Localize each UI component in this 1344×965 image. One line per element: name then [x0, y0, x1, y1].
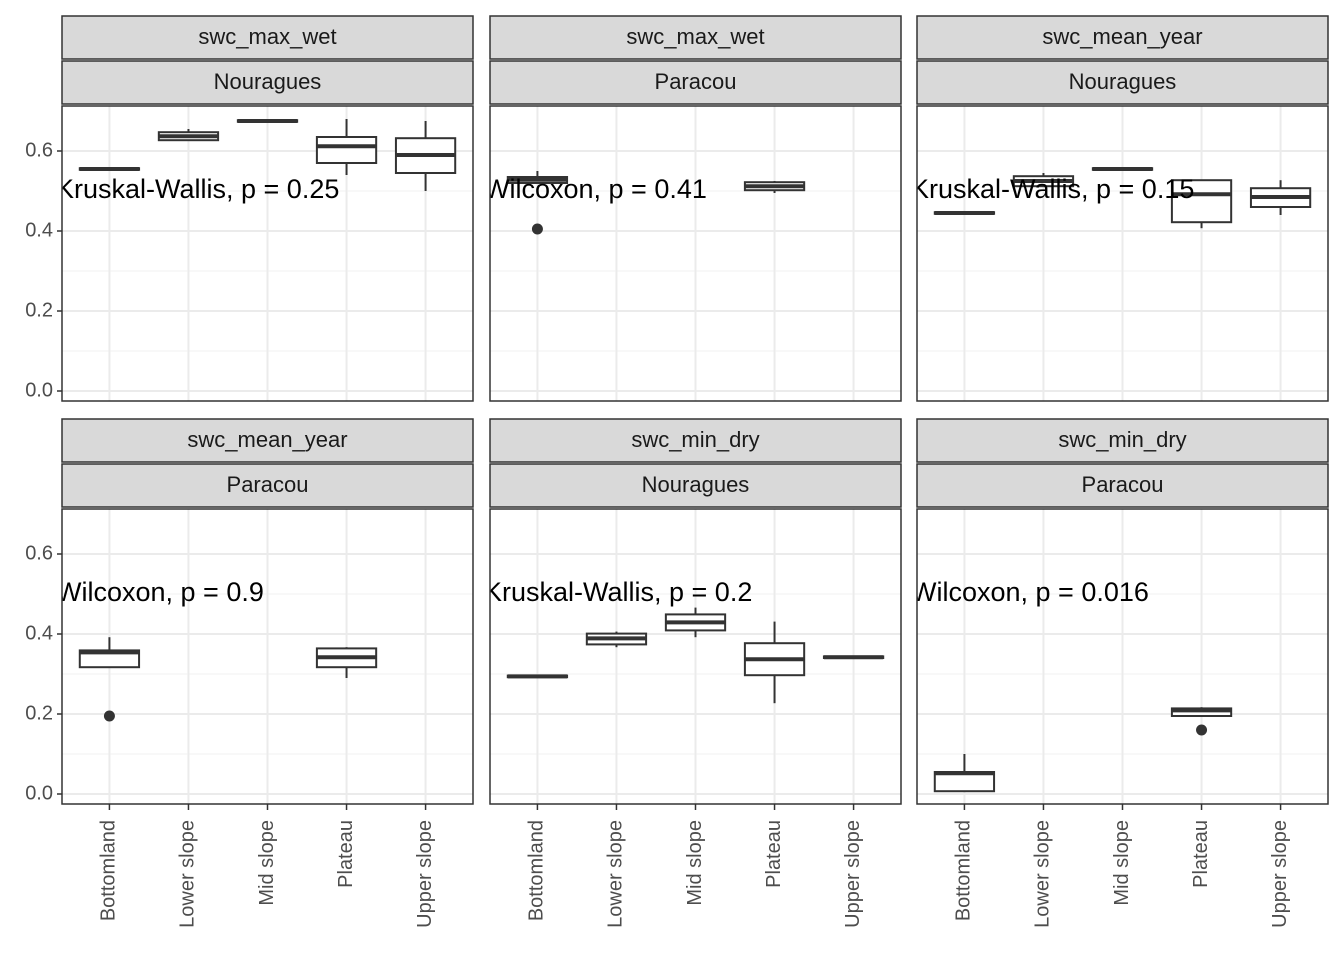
strip-label: swc_mean_year [1042, 24, 1202, 49]
outlier [1196, 724, 1208, 736]
box [1170, 179, 1233, 224]
strip-background [61, 15, 474, 60]
panel-border [61, 508, 474, 805]
annotation: Wilcoxon, p = 0.016 [911, 577, 1149, 607]
y-tick-label: 0.4 [25, 622, 53, 644]
strip-background [916, 60, 1329, 105]
strip-background [61, 463, 474, 508]
x-tick-label: Plateau [1190, 820, 1212, 888]
strip-background [916, 15, 1329, 60]
y-tick-label: 0.0 [25, 782, 53, 804]
y-tick-label: 0.0 [25, 379, 53, 401]
strip-label: Nouragues [1069, 69, 1177, 94]
annotation: Kruskal-Wallis, p = 0.25 [56, 174, 339, 204]
annotation: Kruskal-Wallis, p = 0.15 [911, 174, 1194, 204]
x-tick-label: Plateau [335, 820, 357, 888]
strip-background [489, 15, 902, 60]
annotation: Wilcoxon, p = 0.41 [484, 174, 707, 204]
y-tick-label: 0.4 [25, 219, 53, 241]
strip-label: swc_min_dry [1058, 427, 1186, 452]
strip-background [489, 418, 902, 463]
y-tick-label: 0.6 [25, 542, 53, 564]
strip-background [489, 60, 902, 105]
strip-background [489, 463, 902, 508]
x-tick-label: Upper slope [842, 820, 864, 928]
x-tick-label: Lower slope [605, 820, 627, 928]
strip-background [61, 60, 474, 105]
strip-background [916, 463, 1329, 508]
panel-border [489, 105, 902, 402]
x-tick-label: Mid slope [684, 820, 706, 906]
annotation: Kruskal-Wallis, p = 0.2 [484, 577, 752, 607]
strip-background [916, 418, 1329, 463]
strip-label: swc_max_wet [626, 24, 764, 49]
x-tick-label: Lower slope [177, 820, 199, 928]
annotation: Wilcoxon, p = 0.9 [56, 577, 264, 607]
strip-label: Paracou [227, 472, 309, 497]
panel-border [61, 105, 474, 402]
y-tick-label: 0.2 [25, 299, 53, 321]
strip-label: Nouragues [642, 472, 750, 497]
y-tick-label: 0.2 [25, 702, 53, 724]
outlier [531, 223, 543, 235]
strip-label: Paracou [1082, 472, 1164, 497]
x-tick-label: Bottomland [953, 820, 975, 921]
x-tick-label: Plateau [763, 820, 785, 888]
x-tick-label: Lower slope [1032, 820, 1054, 928]
box [315, 136, 378, 164]
x-tick-label: Mid slope [256, 820, 278, 906]
strip-label: Paracou [655, 69, 737, 94]
x-tick-label: Bottomland [98, 820, 120, 921]
x-tick-label: Upper slope [414, 820, 436, 928]
strip-label: swc_min_dry [631, 427, 759, 452]
strip-label: swc_max_wet [198, 24, 336, 49]
x-tick-label: Bottomland [526, 820, 548, 921]
panel-border [489, 508, 902, 805]
strip-label: swc_mean_year [187, 427, 347, 452]
strip-label: Nouragues [214, 69, 322, 94]
x-tick-label: Mid slope [1111, 820, 1133, 906]
strip-background [61, 418, 474, 463]
panel-border [916, 105, 1329, 402]
x-tick-label: Upper slope [1269, 820, 1291, 928]
panel-border [916, 508, 1329, 805]
y-tick-label: 0.6 [25, 139, 53, 161]
outlier [103, 710, 115, 722]
